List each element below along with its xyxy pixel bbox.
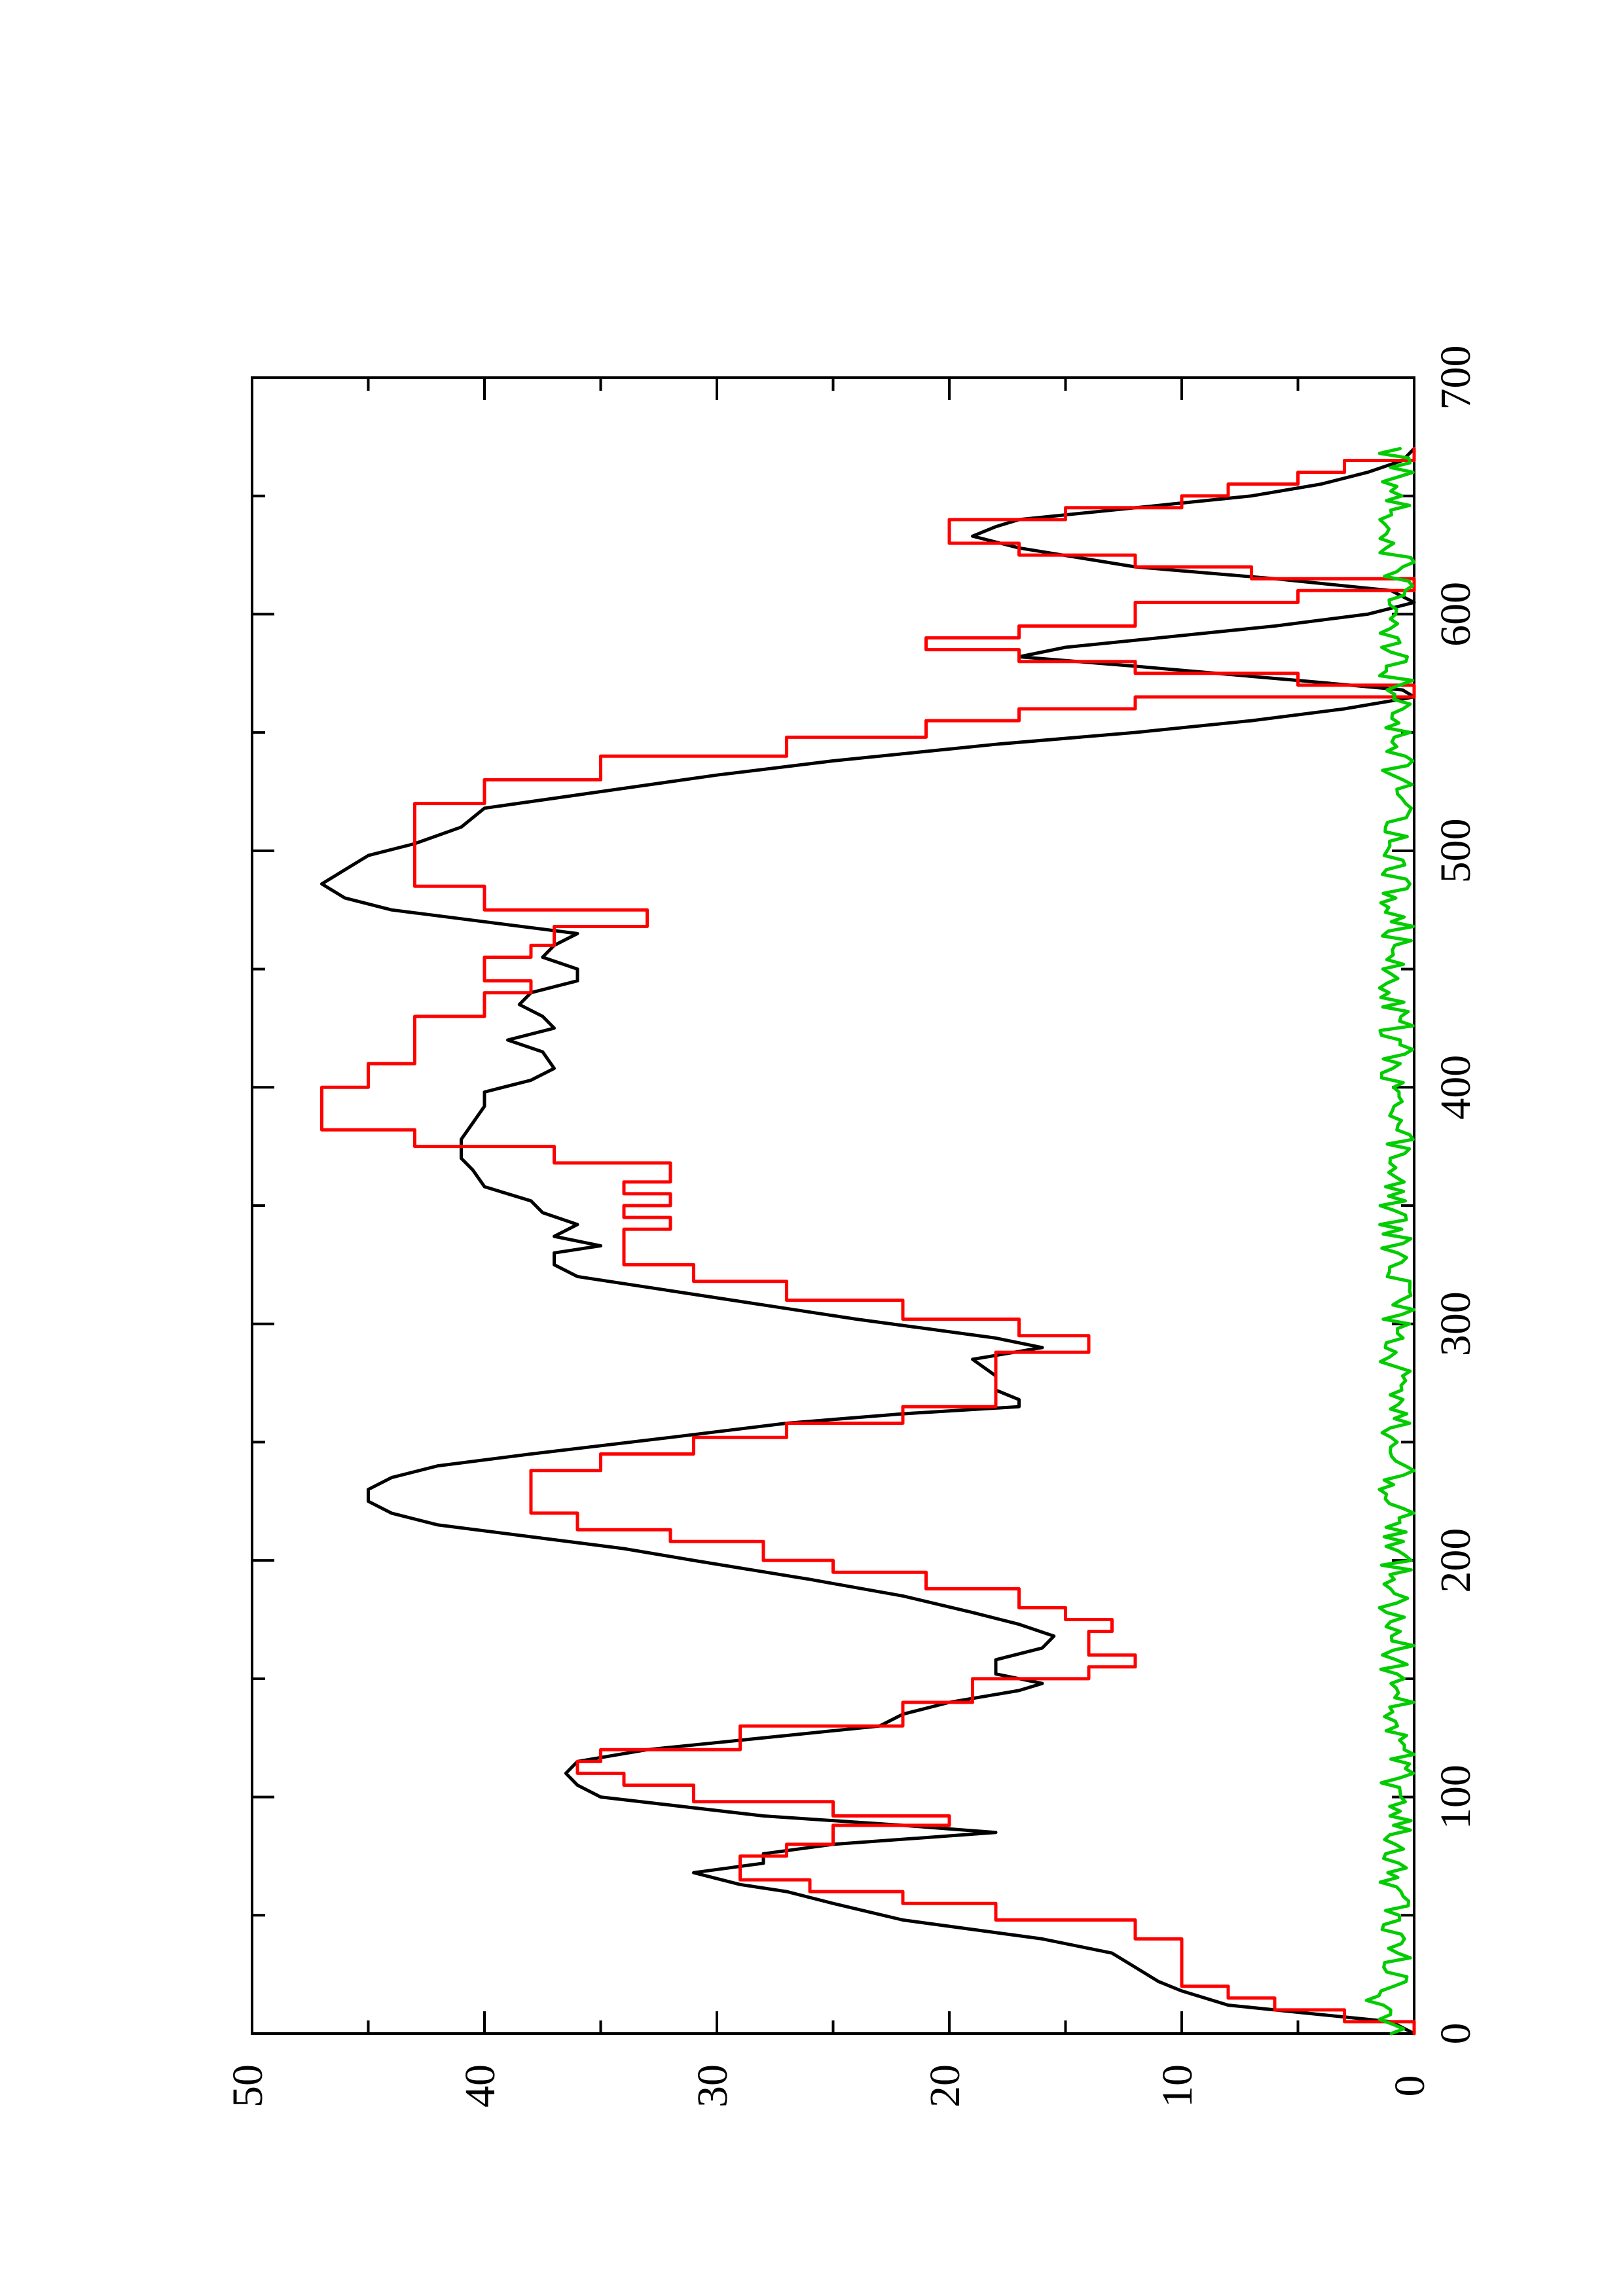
x-tick-label: 300 (1432, 1291, 1480, 1356)
y-tick-label: 0 (1386, 2075, 1434, 2097)
x-tick-label: 100 (1432, 1765, 1480, 1829)
y-tick-label: 30 (689, 2064, 737, 2108)
plot-frame (251, 376, 1415, 2035)
series-line-1 (320, 446, 1416, 2036)
x-tick-label: 0 (1432, 2023, 1480, 2045)
x-tick-label: 600 (1432, 582, 1480, 647)
x-tick-label: 400 (1432, 1055, 1480, 1120)
tick-labels: 0 100 200 300 400 500 600 700 0 10 20 30 40 50 (224, 346, 1480, 2108)
y-tick-label: 20 (921, 2064, 969, 2108)
ticks (251, 376, 1415, 2035)
y-tick-label: 10 (1154, 2064, 1201, 2108)
x-tick-label: 700 (1432, 346, 1480, 410)
y-tick-label: 50 (224, 2064, 272, 2108)
series (320, 446, 1416, 2036)
series-line-3 (1364, 446, 1416, 2036)
x-tick-label: 200 (1432, 1528, 1480, 1593)
series-line-2 (320, 446, 1416, 2036)
x-tick-label: 500 (1432, 818, 1480, 883)
y-tick-label: 40 (456, 2064, 504, 2108)
